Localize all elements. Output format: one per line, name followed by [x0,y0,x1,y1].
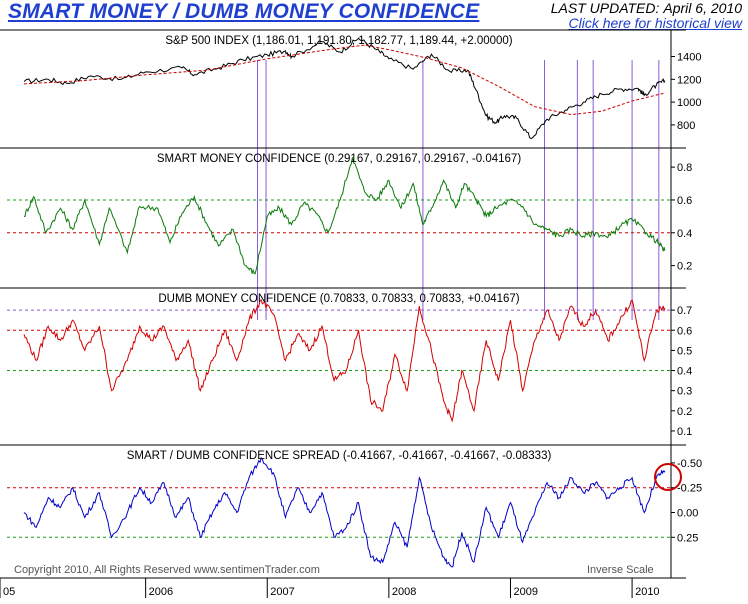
last-updated-date: April 6, 2010 [663,0,742,16]
y-tick-label: 0.2 [677,261,692,273]
y-tick-label: 0.4 [677,228,692,240]
copyright-text: Copyright 2010, All Rights Reserved www.… [14,564,320,576]
y-tick-label: 800 [677,120,695,132]
x-tick-label: 2010 [635,586,659,598]
x-tick-label: 2009 [513,586,537,598]
y-tick-label: 0.00 [677,507,698,519]
y-tick-label: 0.5 [677,345,692,357]
panel-title: DUMB MONEY CONFIDENCE (0.70833, 0.70833,… [158,293,519,305]
panel-3: 0.7 0.6 0.5 0.4 0.3 0.2 0.1 DUMB MONEY CONFIDEN… [0,287,692,445]
page-title: SMART MONEY / DUMB MONEY CONFIDENCE [8,0,480,23]
x-axis: 05 2006 2007 2008 2009 2010 [0,577,686,598]
y-tick-label: -0.25 [677,483,702,495]
y-tick-label: 0.1 [677,426,692,438]
series-line [23,456,666,568]
panel-title: SMART / DUMB CONFIDENCE SPREAD (-0.41667… [127,450,552,462]
panel-4: -0.50 -0.25 0.00 0.25 SMART / DUMB CONFIDENC… [0,444,702,578]
last-updated: LAST UPDATED: April 6, 2010 [551,0,742,16]
y-tick-label: 0.3 [677,386,692,398]
panel-1: 1400 1200 1000 800 S&P 500 INDEX (1,186.01, … [0,29,701,148]
series-line [23,37,666,140]
panel-2: 0.8 0.6 0.4 0.2 SMART MONEY CONFIDENCE (0.29… [0,147,692,288]
panel-title: SMART MONEY CONFIDENCE (0.29167, 0.29167… [157,153,522,165]
y-tick-label: 1400 [677,52,701,64]
y-tick-label: 0.6 [677,325,692,337]
y-tick-label: 0.2 [677,406,692,418]
panel-title: S&P 500 INDEX (1,186.01, 1,191.80, 1,182… [165,35,512,47]
y-tick-label: 0.6 [677,195,692,207]
y-tick-label: 0.25 [677,532,698,544]
chart-panels: 1400 1200 1000 800 S&P 500 INDEX (1,186.01, … [0,29,702,578]
series-line [23,44,666,116]
inverse-scale-label: Inverse Scale [587,564,654,576]
x-tick-label: 2007 [270,586,294,598]
y-tick-label: 0.7 [677,305,692,317]
x-tick-label: 05 [3,586,15,598]
historical-view-link[interactable]: Click here for historical view [568,15,743,31]
highlight-circle [654,463,682,491]
y-tick-label: 0.8 [677,162,692,174]
x-tick-label: 2006 [149,586,173,598]
y-tick-label: 0.4 [677,366,692,378]
series-line [23,157,666,275]
marker-lines [257,60,660,320]
y-tick-label: -0.50 [677,458,702,470]
last-updated-label: LAST UPDATED: [550,0,660,16]
y-tick-label: 1200 [677,74,701,86]
x-tick-label: 2008 [392,586,416,598]
series-line [23,299,666,423]
y-tick-label: 1000 [677,97,701,109]
